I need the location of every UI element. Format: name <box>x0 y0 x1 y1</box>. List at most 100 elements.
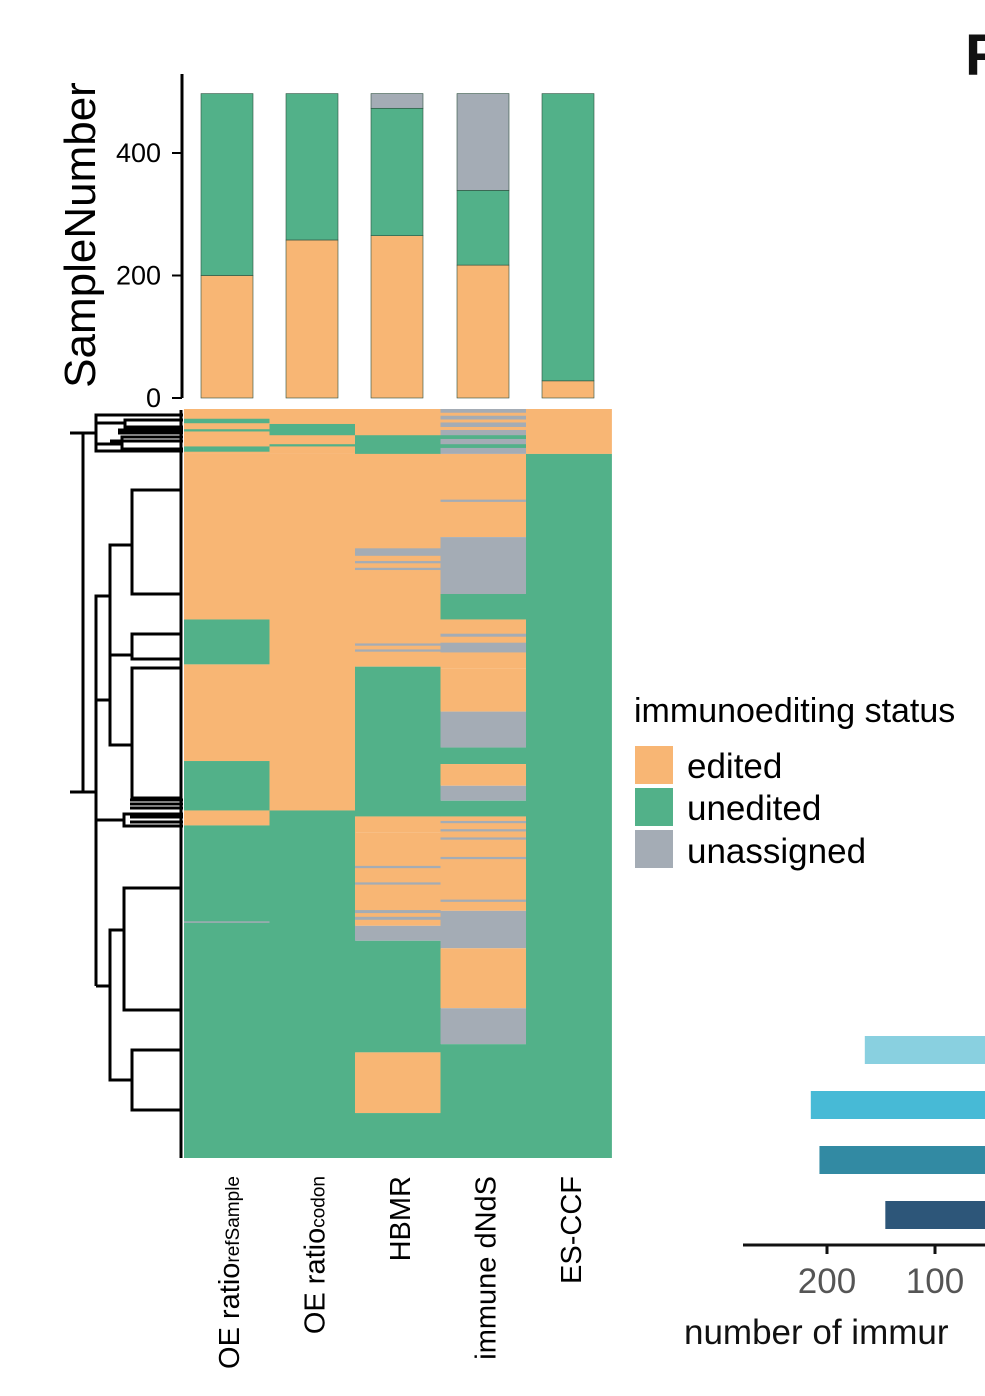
y-tick-label: 400 <box>116 138 161 168</box>
heatmap-column-sublabel: refSample <box>223 1176 244 1263</box>
bar-segment-edited <box>456 264 510 399</box>
heatmap-cell-edited <box>440 412 527 416</box>
horizontal-bar <box>810 1091 985 1119</box>
heatmap-cell-unedited <box>440 435 527 439</box>
heatmap-cell-unassigned <box>440 642 527 653</box>
dendrogram-link <box>96 418 183 429</box>
heatmap-cell-unassigned <box>440 499 527 502</box>
y-ticks: 0 200 400 <box>116 138 182 413</box>
heatmap-column-label: immune dNdS <box>470 1176 502 1360</box>
heatmap-cell-edited <box>355 1052 441 1114</box>
heatmap-cell-edited <box>440 816 527 911</box>
heatmap-column-label: ES-CCF <box>556 1176 588 1284</box>
x-tick-label: 100 <box>906 1262 964 1301</box>
legend-swatch-unedited <box>635 788 673 826</box>
heatmap-column-label: OE ratiocodon <box>299 1176 331 1334</box>
horizontal-bar-chart: 200 100 number of immur <box>684 1036 985 1352</box>
dendrogram-link <box>130 1048 180 1112</box>
heatmap-cell-unassigned <box>440 829 527 832</box>
bar-segment-edited <box>541 380 595 399</box>
heatmap-cell-unedited <box>440 444 527 448</box>
heatmap-cell-unassigned <box>355 865 441 869</box>
heatmap-cell-edited <box>184 810 270 826</box>
heatmap-cell-edited <box>440 453 527 538</box>
heatmap-cell-unedited <box>440 747 527 765</box>
heatmap-cell-unassigned <box>355 643 441 646</box>
bar-stack-group <box>200 93 595 399</box>
heatmap-cell-unedited <box>355 940 441 1053</box>
heatmap-column-label: OE ratiorefSample <box>214 1176 246 1369</box>
heatmap-cell-edited <box>440 419 527 423</box>
heatmap-cell-unedited <box>184 429 270 432</box>
horizontal-bar <box>819 1146 985 1174</box>
heatmap-column-mainlabel: OE ratio <box>214 1263 246 1369</box>
heatmap-cell-unassigned <box>355 916 441 920</box>
heatmap-cell-unassigned <box>355 649 441 652</box>
dendrogram-link <box>110 428 183 443</box>
bar-segment-unedited <box>541 93 595 382</box>
dendrogram-link <box>96 655 132 747</box>
bar-segment-edited <box>285 239 339 399</box>
heatmap-cell-unedited <box>355 1113 441 1158</box>
heatmap-cell-edited <box>184 664 270 762</box>
legend-label-unedited: unedited <box>687 789 821 828</box>
y-tick-label: 0 <box>146 383 161 413</box>
heatmap-cell-unassigned <box>440 910 527 949</box>
heatmap-cell-unassigned <box>440 820 527 824</box>
heatmap-column-label: HBMR <box>385 1176 417 1261</box>
heatmap-cell-unassigned <box>440 711 527 748</box>
stacked-bar-chart: SampleNumber 0 200 400 <box>56 74 595 413</box>
heatmap-cell-edited <box>440 948 527 1009</box>
dendrogram-link <box>130 666 180 800</box>
x-ticks: 200 100 <box>798 1245 964 1301</box>
heatmap-cell-unedited <box>184 418 270 424</box>
heatmap-cell-unedited <box>440 594 527 620</box>
heatmap-cell-unedited <box>355 666 441 817</box>
heatmap-cells <box>184 409 612 1158</box>
heatmap-cell-edited <box>184 453 270 620</box>
x-tick-label: 200 <box>798 1262 856 1301</box>
legend-swatch-unassigned <box>635 830 673 868</box>
horizontal-bar <box>864 1036 985 1064</box>
heatmap-cell-unedited <box>269 444 356 447</box>
heatmap-cell-unassigned <box>440 633 527 637</box>
panel-letter: F <box>965 23 985 88</box>
heatmap-cell-unedited <box>184 761 270 811</box>
heatmap-cell-unassigned <box>440 837 527 840</box>
heatmap-cell-edited <box>440 668 527 712</box>
dendrogram-link <box>130 632 180 661</box>
heatmap-cell-unedited <box>184 446 270 452</box>
dendrogram-link <box>96 928 132 1082</box>
heatmap-cell-edited <box>440 764 527 786</box>
heatmap-cell-unedited <box>526 453 612 1158</box>
dendrogram <box>70 413 183 1112</box>
legend-label-edited: edited <box>687 747 782 786</box>
dendrogram-link <box>130 798 183 824</box>
heatmap-cell-unassigned <box>440 899 527 902</box>
heatmap-cell-unedited <box>440 800 527 817</box>
heatmap-cell-unedited <box>355 435 441 454</box>
heatmap-cell-unassigned <box>184 921 270 923</box>
bar-segment-unedited <box>285 93 339 241</box>
heatmap-cell-unassigned <box>440 537 527 595</box>
dendrogram-link <box>70 431 85 794</box>
legend: immunoediting status edited unedited una… <box>634 692 955 871</box>
bar-segment-edited <box>200 275 254 399</box>
heatmap-cell-edited <box>355 453 441 667</box>
heatmap-cell-unassigned <box>355 882 441 885</box>
dendrogram-link <box>96 812 183 828</box>
heatmap-cell-unedited <box>269 810 356 1158</box>
bar-segment-edited <box>370 235 424 399</box>
heatmap-cell-unedited <box>184 619 270 665</box>
heatmap-cell-unassigned <box>355 548 441 556</box>
heatmap-cell-unedited <box>269 423 356 436</box>
heatmap-column-mainlabel: OE ratio <box>299 1228 331 1334</box>
heatmap-cell-unedited <box>440 1044 527 1158</box>
bar-segment-unedited <box>370 107 424 236</box>
heatmap-cell-edited <box>355 816 441 833</box>
dendrogram-link <box>130 488 180 596</box>
